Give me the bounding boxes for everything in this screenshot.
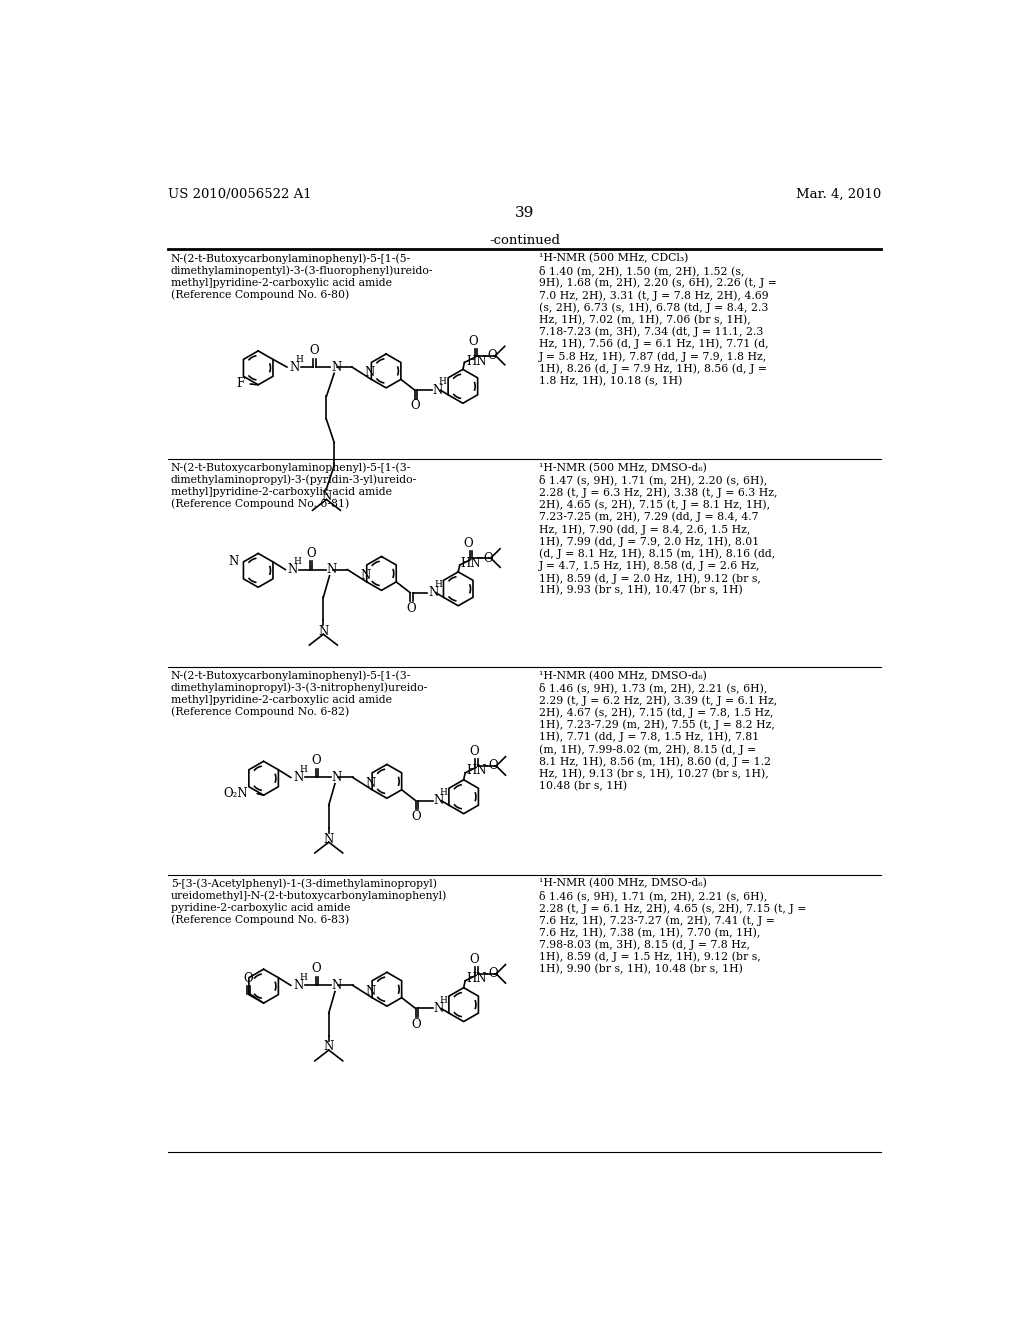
Text: ¹H-NMR (500 MHz, DMSO-d₆)
δ 1.47 (s, 9H), 1.71 (m, 2H), 2.20 (s, 6H),
2.28 (t, J: ¹H-NMR (500 MHz, DMSO-d₆) δ 1.47 (s, 9H)… [539, 462, 777, 595]
Text: F: F [236, 376, 245, 389]
Text: O: O [306, 546, 315, 560]
Text: H: H [299, 973, 307, 982]
Text: O: O [412, 810, 421, 822]
Text: N: N [433, 384, 443, 397]
Text: HN: HN [466, 355, 486, 368]
Text: ¹H-NMR (500 MHz, CDCl₃)
δ 1.40 (m, 2H), 1.50 (m, 2H), 1.52 (s,
9H), 1.68 (m, 2H): ¹H-NMR (500 MHz, CDCl₃) δ 1.40 (m, 2H), … [539, 253, 776, 385]
Text: HN: HN [466, 764, 486, 777]
Text: H: H [439, 378, 446, 387]
Text: N: N [332, 979, 342, 991]
Text: N: N [324, 1040, 334, 1053]
Text: N: N [428, 586, 438, 599]
Text: N: N [327, 564, 337, 576]
Text: O: O [407, 602, 416, 615]
Text: 39: 39 [515, 206, 535, 220]
Text: N-(2-t-Butoxycarbonylaminophenyl)-5-[1-(3-
dimethylaminopropyl)-3-(pyridin-3-yl): N-(2-t-Butoxycarbonylaminophenyl)-5-[1-(… [171, 462, 417, 510]
Text: ¹H-NMR (400 MHz, DMSO-d₆)
δ 1.46 (s, 9H), 1.71 (m, 2H), 2.21 (s, 6H),
2.28 (t, J: ¹H-NMR (400 MHz, DMSO-d₆) δ 1.46 (s, 9H)… [539, 878, 806, 974]
Text: N: N [365, 366, 375, 379]
Text: Mar. 4, 2010: Mar. 4, 2010 [796, 187, 882, 201]
Text: O: O [487, 348, 498, 362]
Text: US 2010/0056522 A1: US 2010/0056522 A1 [168, 187, 312, 201]
Text: N: N [433, 795, 443, 807]
Text: N: N [324, 833, 334, 846]
Text: O: O [412, 1018, 421, 1031]
Text: O: O [311, 755, 322, 767]
Text: N-(2-t-Butoxycarbonylaminophenyl)-5-[1-(3-
dimethylaminopropyl)-3-(3-nitrophenyl: N-(2-t-Butoxycarbonylaminophenyl)-5-[1-(… [171, 671, 428, 717]
Text: N: N [322, 490, 332, 503]
Text: O₂N: O₂N [223, 787, 248, 800]
Text: O: O [488, 968, 498, 981]
Text: H: H [439, 788, 447, 797]
Text: -continued: -continued [489, 234, 560, 247]
Text: N: N [366, 985, 376, 998]
Text: HN: HN [466, 973, 486, 985]
Text: O: O [469, 746, 478, 758]
Text: N: N [331, 360, 341, 374]
Text: H: H [294, 557, 302, 566]
Text: N-(2-t-Butoxycarbonylaminophenyl)-5-[1-(5-
dimethylaminopentyl)-3-(3-fluoropheny: N-(2-t-Butoxycarbonylaminophenyl)-5-[1-(… [171, 253, 433, 300]
Text: H: H [439, 995, 447, 1005]
Text: HN: HN [461, 557, 481, 570]
Text: N: N [228, 556, 239, 569]
Text: N: N [293, 979, 303, 991]
Text: O: O [244, 972, 253, 985]
Text: O: O [311, 962, 322, 975]
Text: N: N [433, 1002, 443, 1015]
Text: N: N [293, 771, 303, 784]
Text: N: N [332, 771, 342, 784]
Text: 5-[3-(3-Acetylphenyl)-1-(3-dimethylaminopropyl)
ureidomethyl]-N-(2-t-butoxycarbo: 5-[3-(3-Acetylphenyl)-1-(3-dimethylamino… [171, 878, 447, 925]
Text: O: O [411, 400, 421, 412]
Text: ¹H-NMR (400 MHz, DMSO-d₆)
δ 1.46 (s, 9H), 1.73 (m, 2H), 2.21 (s, 6H),
2.29 (t, J: ¹H-NMR (400 MHz, DMSO-d₆) δ 1.46 (s, 9H)… [539, 671, 777, 791]
Text: H: H [299, 766, 307, 775]
Text: N: N [366, 776, 376, 789]
Text: O: O [464, 537, 473, 550]
Text: N: N [318, 624, 329, 638]
Text: H: H [434, 579, 442, 589]
Text: H: H [296, 355, 303, 364]
Text: O: O [468, 335, 478, 348]
Text: O: O [309, 345, 318, 358]
Text: N: N [288, 564, 298, 576]
Text: N: N [289, 360, 299, 374]
Text: N: N [360, 569, 371, 582]
Text: O: O [488, 759, 498, 772]
Text: O: O [469, 953, 478, 966]
Text: O: O [483, 552, 493, 565]
